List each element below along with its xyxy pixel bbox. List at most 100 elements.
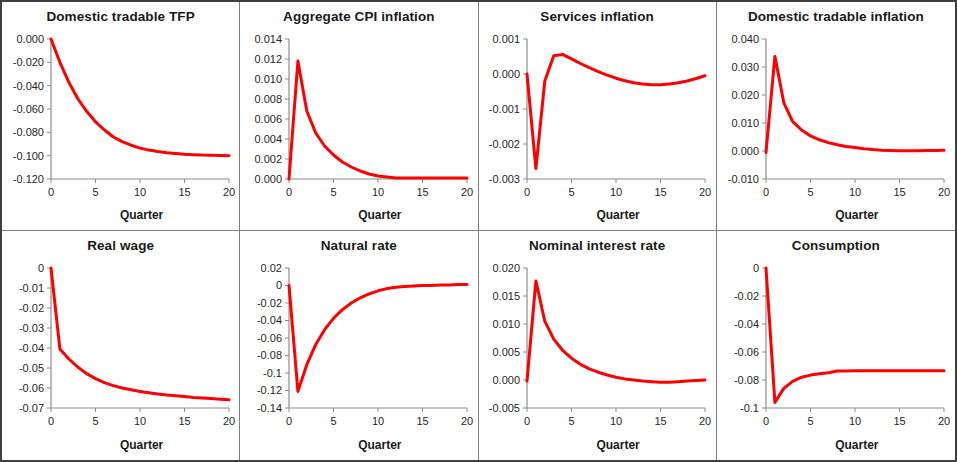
y-tick-label: 0.002: [254, 153, 282, 165]
series-line: [527, 54, 705, 168]
chart-svg: 0.020-0.02-0.04-0.06-0.08-0.1-0.12-0.140…: [241, 262, 477, 434]
irf-panel-grid: Domestic tradable TFP 0.000-0.020-0.040-…: [0, 0, 957, 462]
series-line: [527, 281, 705, 382]
chart-title: Real wage: [2, 231, 239, 262]
x-tick-label: 5: [330, 186, 336, 198]
x-tick-label: 5: [92, 415, 98, 427]
x-tick-label: 20: [461, 186, 473, 198]
chart-panel-real-wage: Real wage 0-0.01-0.02-0.03-0.04-0.05-0.0…: [2, 231, 240, 460]
y-tick-label: 0.000: [493, 374, 521, 386]
chart-panel-domestic-tradable-tfp: Domestic tradable TFP 0.000-0.020-0.040-…: [2, 2, 240, 231]
y-tick-label: -0.06: [734, 346, 759, 358]
x-tick-label: 10: [849, 415, 861, 427]
y-tick-label: -0.07: [19, 402, 44, 414]
chart-svg: 0.0010.000-0.001-0.002-0.00305101520: [479, 33, 715, 205]
x-tick-label: 5: [807, 186, 813, 198]
y-tick-label: -0.060: [12, 103, 43, 115]
chart-svg: 0.0400.0300.0200.0100.000-0.01005101520: [718, 33, 954, 205]
x-tick-label: 0: [286, 415, 292, 427]
x-tick-label: 20: [699, 186, 711, 198]
x-axis-label: Quarter: [2, 438, 239, 460]
x-axis-label: Quarter: [2, 208, 239, 230]
chart-plot: 0.000 -0.020 -0.040 -0.060 -0.080 -0.100 -0.12…: [2, 33, 239, 208]
chart-plot: 0.0140.0120.0100.0080.0060.0040.0020.000…: [240, 33, 477, 208]
chart-plot: 0.0400.0300.0200.0100.000-0.01005101520: [717, 33, 955, 208]
series-line: [51, 39, 229, 156]
series-line: [289, 285, 467, 392]
x-tick-label: 15: [416, 186, 428, 198]
x-tick-label: 10: [372, 415, 384, 427]
x-axis-label: Quarter: [479, 208, 716, 230]
x-tick-label: 20: [699, 415, 711, 427]
y-tick-label: -0.002: [489, 138, 520, 150]
series-line: [766, 56, 944, 152]
y-tick-label: -0.010: [728, 173, 759, 185]
y-tick-label: -0.020: [12, 56, 43, 68]
x-axis-label: Quarter: [479, 438, 716, 460]
chart-svg: 0.0140.0120.0100.0080.0060.0040.0020.000…: [241, 33, 477, 205]
x-tick-label: 10: [849, 186, 861, 198]
y-tick-label: 0.005: [493, 346, 521, 358]
y-tick-label: 0.004: [254, 133, 282, 145]
chart-plot: 0.020-0.02-0.04-0.06-0.08-0.1-0.12-0.140…: [240, 262, 477, 438]
x-tick-label: 5: [330, 415, 336, 427]
x-tick-label: 10: [372, 186, 384, 198]
y-tick-label: -0.040: [12, 80, 43, 92]
x-tick-label: 0: [524, 186, 530, 198]
x-tick-label: 20: [223, 415, 235, 427]
series-line: [289, 61, 467, 179]
x-tick-label: 15: [893, 186, 905, 198]
x-tick-label: 0: [48, 186, 54, 198]
x-tick-label: 20: [938, 415, 950, 427]
x-tick-label: 20: [938, 186, 950, 198]
x-tick-label: 0: [763, 186, 769, 198]
chart-panel-nominal-interest-rate: Nominal interest rate 0.0200.0150.0100.0…: [479, 231, 717, 460]
y-tick-label: -0.06: [19, 382, 44, 394]
chart-title: Services inflation: [479, 2, 716, 33]
chart-panel-natural-rate: Natural rate 0.020-0.02-0.04-0.06-0.08-0…: [240, 231, 478, 460]
y-tick-label: -0.02: [734, 290, 759, 302]
chart-svg: 0-0.02-0.04-0.06-0.08-0.105101520: [718, 262, 954, 434]
y-tick-label: -0.005: [489, 402, 520, 414]
y-tick-label: 0.000: [16, 33, 44, 45]
y-tick-label: -0.003: [489, 173, 520, 185]
y-tick-label: -0.02: [19, 302, 44, 314]
chart-title: Domestic tradable inflation: [717, 2, 955, 33]
y-tick-label: 0: [276, 279, 282, 291]
x-tick-label: 15: [655, 186, 667, 198]
x-tick-label: 0: [524, 415, 530, 427]
series-line: [51, 268, 229, 400]
y-tick-label: -0.120: [12, 173, 43, 185]
y-tick-label: 0.000: [254, 173, 282, 185]
chart-plot: 0.0010.000-0.001-0.002-0.00305101520: [479, 33, 716, 208]
y-tick-label: 0.020: [493, 262, 521, 274]
chart-title: Consumption: [717, 231, 955, 262]
y-tick-label: -0.080: [12, 126, 43, 138]
y-tick-label: -0.05: [19, 362, 44, 374]
y-tick-label: 0.000: [731, 145, 759, 157]
x-tick-label: 0: [48, 415, 54, 427]
x-tick-label: 20: [223, 186, 235, 198]
y-tick-label: -0.01: [19, 282, 44, 294]
y-tick-label: 0.001: [493, 33, 521, 45]
chart-panel-services-inflation: Services inflation 0.0010.000-0.001-0.00…: [479, 2, 717, 231]
y-tick-label: -0.08: [734, 374, 759, 386]
y-tick-label: 0: [38, 262, 44, 274]
series-line: [766, 268, 944, 402]
x-tick-label: 10: [134, 415, 146, 427]
y-tick-label: 0.010: [254, 73, 282, 85]
chart-panel-consumption: Consumption 0-0.02-0.04-0.06-0.08-0.1051…: [717, 231, 955, 460]
chart-plot: 0-0.02-0.04-0.06-0.08-0.105101520: [717, 262, 955, 438]
chart-svg: 0.0200.0150.0100.0050.000-0.00505101520: [479, 262, 715, 434]
y-tick-label: -0.100: [12, 150, 43, 162]
y-tick-label: -0.03: [19, 322, 44, 334]
y-tick-label: 0.012: [254, 53, 282, 65]
chart-svg: 0.000 -0.020 -0.040 -0.060 -0.080 -0.100 -0.12…: [3, 33, 239, 205]
y-tick-label: 0.008: [254, 93, 282, 105]
y-tick-label: 0.010: [493, 318, 521, 330]
x-tick-label: 0: [763, 415, 769, 427]
x-tick-label: 15: [178, 415, 190, 427]
chart-panel-aggregate-cpi-inflation: Aggregate CPI inflation 0.0140.0120.0100…: [240, 2, 478, 231]
x-tick-label: 10: [134, 186, 146, 198]
y-tick-label: 0.020: [731, 89, 759, 101]
